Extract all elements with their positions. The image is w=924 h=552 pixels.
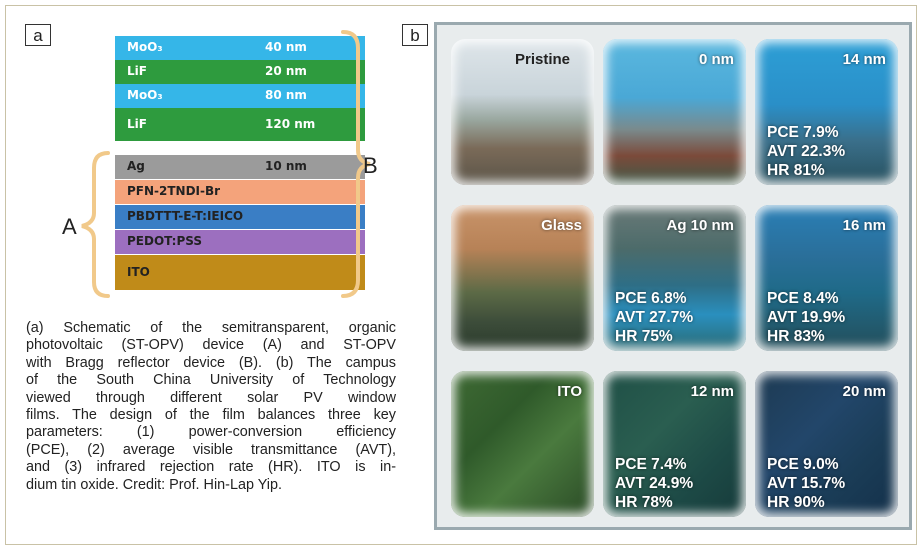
photo-16nm: 16 nm PCE 8.4% AVT 19.9% HR 83% [755,205,898,351]
metric-pce: PCE 7.9% [767,124,839,141]
metric-hr: HR 81% [767,162,825,179]
layer-lif-20: LiF 20 nm [115,60,365,84]
layer-name: PBDTTT-E-T:IEICO [127,209,244,223]
layer-name: PFN-2TNDI-Br [127,184,221,198]
photo-glass: Glass [451,205,594,351]
caption-line: of the South China University of Technol… [26,372,396,389]
layer-moo3-80: MoO₃ 80 nm [115,84,365,108]
caption-line: dium tin oxide. Credit: Prof. Hin-Lap Yi… [26,476,282,493]
brace-b [341,30,371,298]
metric-pce: PCE 6.8% [615,290,687,307]
brace-a-label: A [62,214,77,239]
metric-hr: HR 83% [767,328,825,345]
tile-title: Glass [541,217,582,234]
metric-pce: PCE 8.4% [767,290,839,307]
photo-0nm: 0 nm [603,39,746,185]
photo-14nm: 14 nm PCE 7.9% AVT 22.3% HR 81% [755,39,898,185]
tile-title: Ag 10 nm [666,217,734,234]
tile-title: Pristine [515,51,571,68]
figure-frame [5,5,917,545]
brace-a [81,151,110,298]
caption-line: viewed through different solar PV window [26,389,396,406]
panel-b-label: b [402,24,428,46]
caption-line: photovoltaic (ST-OPV) device (A) and ST-… [26,337,396,354]
caption-line: (a) Schematic of the semitransparent, or… [26,320,396,336]
brace-b-label: B [363,153,378,178]
layer-name: MoO₃ [127,88,163,102]
tile-title: 16 nm [842,217,886,234]
metric-avt: AVT 15.7% [767,475,846,492]
metric-pce: PCE 9.0% [767,456,839,473]
metric-avt: AVT 19.9% [767,309,846,326]
layer-name: MoO₃ [127,40,163,54]
tile-title: 12 nm [690,383,734,400]
metric-hr: HR 75% [615,328,673,345]
photo-grid: Pristine 0 nm 14 nm PCE 7.9% AVT 22.3% H… [434,22,912,530]
layer-name: LiF [127,64,147,78]
layer-name: ITO [127,265,150,279]
layer-thickness: 20 nm [265,64,307,78]
layer-name: LiF [127,117,147,131]
panel-a-label: a [25,24,51,46]
layer-pedot: PEDOT:PSS [115,230,365,254]
layer-pfn: PFN-2TNDI-Br [115,180,365,204]
metric-avt: AVT 27.7% [615,309,694,326]
layer-thickness: 120 nm [265,117,316,131]
photo-20nm: 20 nm PCE 9.0% AVT 15.7% HR 90% [755,371,898,517]
layer-name: Ag [127,159,145,173]
photo-12nm: 12 nm PCE 7.4% AVT 24.9% HR 78% [603,371,746,517]
metric-avt: AVT 22.3% [767,143,846,160]
tile-title: 0 nm [698,51,734,68]
layer-thickness: 40 nm [265,40,307,54]
figure-caption: (a) Schematic of the semitransparent, or… [26,320,396,494]
caption-line: and (3) infrared rejection rate (HR). IT… [26,459,396,476]
tile-title: ITO [557,383,582,400]
tile-title: 20 nm [842,383,886,400]
layer-ito: ITO [115,255,365,290]
layer-thickness: 80 nm [265,88,307,102]
tile-title: 14 nm [842,51,886,68]
caption-line: (PCE), (2) average visible transmittance… [26,441,396,458]
metric-avt: AVT 24.9% [615,475,694,492]
layer-name: PEDOT:PSS [127,234,203,248]
metric-hr: HR 78% [615,494,673,511]
layer-lif-120: LiF 120 nm [115,108,365,141]
layer-active: PBDTTT-E-T:IEICO [115,205,365,229]
caption-line: with Bragg reflector device (B). (b) The… [26,354,396,371]
caption-line: parameters: (1) power-conversion efficie… [26,424,396,441]
photo-ito: ITO [451,371,594,517]
caption-line: films. The design of the film balances t… [26,407,396,424]
metric-pce: PCE 7.4% [615,456,687,473]
photo-ag10nm: Ag 10 nm PCE 6.8% AVT 27.7% HR 75% [603,205,746,351]
photo-pristine: Pristine [451,39,594,185]
layer-ag-10: Ag 10 nm [115,155,365,179]
metric-hr: HR 90% [767,494,825,511]
layer-thickness: 10 nm [265,159,307,173]
layer-moo3-40: MoO₃ 40 nm [115,36,365,60]
